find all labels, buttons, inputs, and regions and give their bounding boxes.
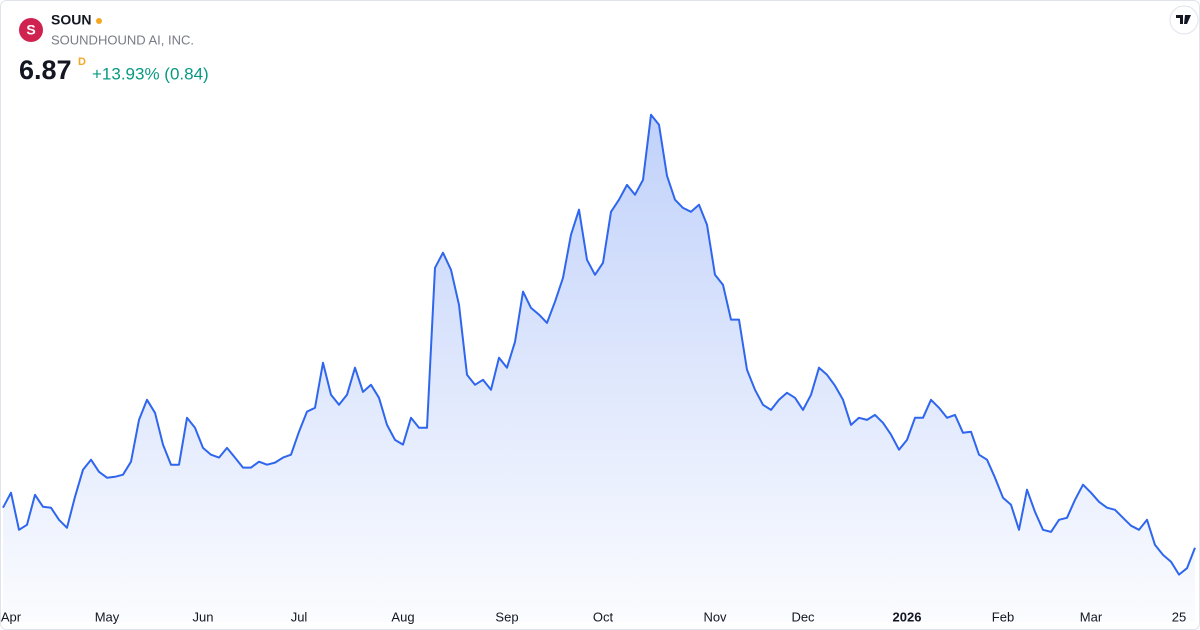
x-tick-label: Apr: [1, 609, 22, 624]
x-tick-label: Nov: [703, 609, 727, 624]
x-tick-label: Sep: [495, 609, 518, 624]
logo-letter: S: [26, 22, 35, 38]
logo: [19, 18, 43, 42]
company-name: SOUNDHOUND AI, INC.: [51, 32, 194, 47]
x-tick-label: Dec: [791, 609, 815, 624]
symbol: SOUN: [51, 12, 91, 28]
price-flag: D: [78, 56, 86, 68]
plot: Apr May Jun Jul Aug Sep Oct Nov Dec 2026 Feb Mar 25: [1, 113, 1196, 624]
status-dot: [96, 18, 102, 24]
price-change: +13.93% (0.84): [92, 64, 209, 83]
x-tick-label: Oct: [593, 609, 614, 624]
price-line: [2, 113, 1196, 576]
area-fill: [3, 114, 1195, 623]
x-tick-label: Jun: [193, 609, 214, 624]
x-tick-label: Jul: [291, 609, 308, 624]
x-tick-label: Feb: [992, 609, 1014, 624]
x-tick-label: May: [95, 609, 120, 624]
x-tick-label: 25: [1172, 609, 1186, 624]
x-tick-label: Aug: [391, 609, 414, 624]
tv-logo[interactable]: [1169, 5, 1199, 35]
price: 6.87: [19, 55, 72, 85]
x-tick-label: 2026: [893, 609, 922, 624]
x-tick-label: Mar: [1080, 609, 1103, 624]
